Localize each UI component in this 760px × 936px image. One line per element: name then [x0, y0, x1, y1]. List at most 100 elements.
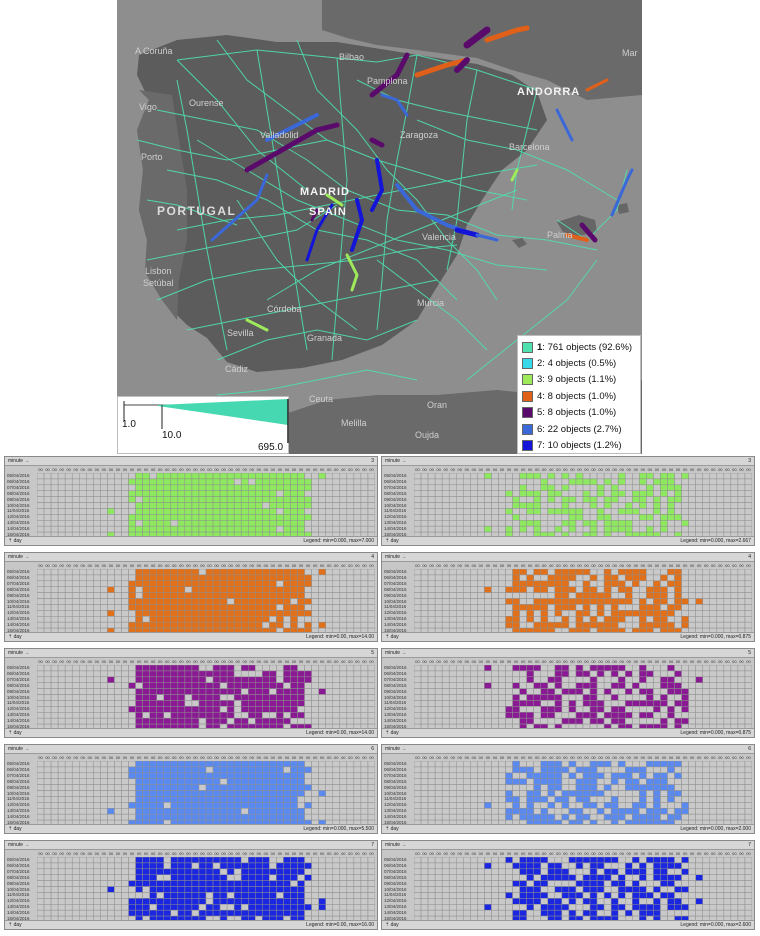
- mosaic-cell: [625, 621, 633, 629]
- minute-tick-label: 00: [207, 467, 212, 472]
- mosaic-cell: [177, 604, 186, 611]
- mosaic-cell: [205, 514, 214, 521]
- mosaic-cell: [448, 621, 457, 629]
- cluster-legend-item[interactable]: 3: 9 objects (1.1%): [522, 372, 636, 388]
- cluster-legend-item[interactable]: 5: 8 objects (1.0%): [522, 405, 636, 421]
- mosaic-cell: [639, 569, 647, 576]
- mosaic-cell: [589, 778, 598, 785]
- minute-tick-label: 00: [506, 563, 512, 568]
- mosaic-cell: [639, 598, 647, 605]
- mosaic-cell: [360, 621, 369, 629]
- mosaic-cell: [582, 813, 591, 821]
- mosaic-cell: [64, 484, 73, 491]
- mosaic-cell: [269, 610, 277, 617]
- mosaic-cell: [135, 616, 143, 623]
- mosaic-cell: [709, 496, 718, 503]
- mosaic-cell: [71, 508, 80, 515]
- mosaic-cell: [744, 621, 752, 629]
- mosaic-cell: [248, 808, 256, 815]
- mosaic-cell: [582, 610, 591, 617]
- mosaic-cell: [325, 621, 334, 629]
- mosaic-cell: [233, 478, 242, 486]
- mosaic-cell: [107, 790, 115, 797]
- mosaic-cell: [57, 580, 66, 587]
- minute-tick-label: 00: [179, 467, 184, 472]
- minute-tick-label: 00: [542, 563, 547, 568]
- cluster-legend-item[interactable]: 4: 8 objects (1.0%): [522, 388, 636, 404]
- mosaic-cell: [575, 616, 584, 623]
- mosaic-cell: [498, 688, 506, 695]
- mosaic-cell: [346, 592, 355, 599]
- day-tick-label: 15/04/2016: [384, 628, 407, 634]
- mosaic-cell: [135, 473, 143, 480]
- mosaic-cell: [674, 790, 682, 797]
- cluster-legend-item[interactable]: 7: 10 objects (1.2%): [522, 437, 636, 453]
- mosaic-cell: [625, 790, 633, 797]
- mosaic-cell: [233, 813, 242, 821]
- mosaic-cell: [191, 784, 200, 791]
- mosaic-cell: [554, 604, 563, 611]
- mosaic-cell: [688, 490, 696, 497]
- mosaic-cell: [184, 580, 193, 587]
- mosaic-cell: [156, 706, 165, 713]
- mosaic-cell: [575, 706, 584, 713]
- minute-tick-label: 00: [115, 563, 121, 568]
- minute-tick-label: 00: [605, 755, 610, 760]
- mosaic-cell: [547, 670, 556, 678]
- mosaic-cell: [723, 569, 732, 576]
- mosaic-cell: [744, 772, 752, 779]
- map-view[interactable]: A Coruña Ourense Vigo Bilbao Pamplona ANDORRA…: [117, 0, 642, 454]
- mosaic-cell: [674, 682, 682, 689]
- mosaic-cell: [37, 586, 45, 593]
- mosaic-cell: [526, 784, 534, 791]
- cluster-legend-item[interactable]: 1: 761 objects (92.6%): [522, 339, 636, 355]
- day-tick-label: 09/04/2016: [384, 496, 407, 502]
- mosaic-cell: [290, 484, 298, 491]
- mosaic-cell: [540, 784, 549, 791]
- mosaic-cell: [660, 598, 668, 605]
- mosaic-grid: [37, 761, 375, 826]
- mosaic-cell: [456, 761, 464, 768]
- mosaic-cell: [64, 496, 73, 503]
- mosaic-cell: [37, 610, 45, 617]
- mosaic-cell: [290, 676, 298, 683]
- mosaic-cell: [325, 580, 334, 587]
- mosaic-cell: [709, 621, 718, 629]
- mosaic-cell: [688, 520, 696, 527]
- mosaic-cell: [86, 598, 94, 605]
- mosaic-cell: [276, 796, 284, 803]
- minute-tick-label: 00: [73, 659, 78, 664]
- minute-tick-label: 00: [619, 467, 624, 472]
- mosaic-cell: [163, 778, 172, 785]
- mosaic-cell: [632, 712, 640, 719]
- mosaic-cell: [283, 598, 291, 605]
- mosaic-cell: [646, 778, 654, 785]
- mosaic-cell: [491, 790, 499, 797]
- mosaic-cell: [37, 772, 45, 779]
- mosaic-cell: [142, 621, 150, 629]
- mosaic-cell: [269, 604, 277, 611]
- mosaic-cell: [519, 508, 527, 515]
- mosaic-cell: [297, 670, 305, 678]
- cluster-legend-item[interactable]: 6: 22 objects (2.7%): [522, 421, 636, 437]
- mosaic-cell: [107, 490, 115, 497]
- mosaic-cell: [100, 857, 108, 864]
- minute-tick-label: 00: [172, 659, 177, 664]
- mosaic-cell: [448, 525, 457, 533]
- mosaic-cell: [596, 490, 605, 497]
- cluster-legend-item[interactable]: 2: 4 objects (0.5%): [522, 355, 636, 371]
- minute-tick-label: 00: [429, 659, 434, 664]
- mosaic-cell: [477, 604, 485, 611]
- mosaic-cell: [667, 514, 675, 521]
- mosaic-cell: [262, 514, 270, 521]
- mosaic-cell: [575, 569, 584, 576]
- mosaic-cell: [248, 574, 256, 582]
- mosaic-cell: [93, 766, 101, 774]
- mosaic-cell: [716, 574, 725, 582]
- mosaic-cell: [219, 508, 228, 515]
- mosaic-cell: [318, 862, 326, 870]
- mosaic-cell: [448, 502, 457, 509]
- mosaic-cell: [709, 574, 718, 582]
- minute-tick-label: 00: [436, 659, 441, 664]
- mosaic-cell: [311, 676, 319, 683]
